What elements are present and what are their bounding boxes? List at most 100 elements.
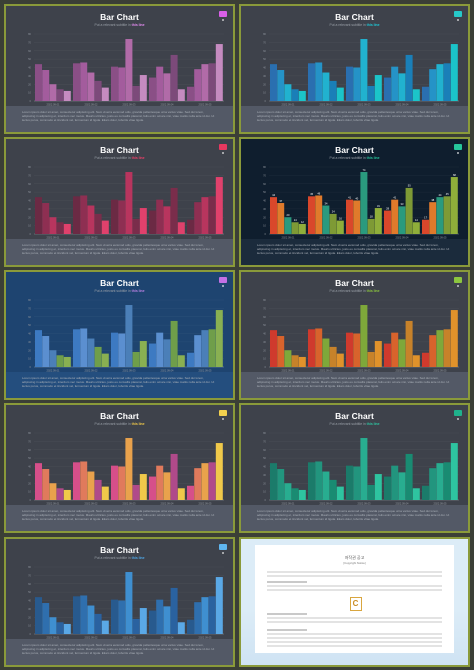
bar: [194, 202, 202, 234]
bar: [391, 332, 399, 367]
bar: [170, 320, 178, 367]
copyright-subtitle: [Copyright Notice]: [343, 561, 366, 565]
bar-chart-slide: Bar Chart Put a relevant subtitle in this…: [4, 137, 235, 267]
y-tick-label: 10: [263, 91, 266, 95]
bar: [346, 332, 353, 367]
y-tick-label: 20: [28, 82, 31, 86]
y-tick-label: 40: [28, 465, 31, 469]
footer-text: Lorem ipsum dolor sit amet, consectetur …: [22, 243, 215, 256]
bar: [450, 44, 458, 101]
bar: [322, 338, 330, 367]
bar: [329, 479, 337, 500]
bar: [87, 72, 95, 101]
bar: [149, 476, 156, 500]
bar: [422, 219, 429, 234]
bar: [187, 619, 194, 634]
y-tick-label: 70: [28, 40, 31, 44]
bar: [412, 222, 420, 234]
bar-data-label: 16: [339, 216, 342, 220]
y-tick-label: 0: [30, 99, 32, 103]
y-tick-label: 80: [28, 431, 31, 435]
bar: [391, 199, 399, 234]
x-tick-label: 2022.09.04: [396, 502, 410, 506]
y-tick-label: 30: [263, 74, 266, 78]
bar: [384, 210, 391, 234]
bar: [360, 305, 368, 367]
bar: [101, 220, 109, 234]
bar: [125, 438, 133, 500]
y-tick-label: 10: [263, 490, 266, 494]
x-tick-label: 2022.09.04: [396, 236, 410, 240]
bar: [208, 63, 216, 101]
bar: [284, 350, 292, 367]
bar-data-label: 68: [453, 173, 456, 177]
y-tick-label: 30: [28, 74, 31, 78]
x-tick-label: 2022.09.02: [320, 103, 334, 107]
x-tick-label: 2022.09.03: [123, 103, 137, 107]
x-tick-label: 2022.09.04: [161, 103, 175, 107]
x-tick-label: 2022.09.05: [434, 236, 448, 240]
bar: [42, 70, 50, 101]
x-tick-label: 2022.09.01: [282, 103, 296, 107]
bar: [118, 600, 126, 634]
bar: [194, 69, 202, 101]
bar: [49, 350, 57, 367]
bar: [56, 622, 64, 634]
bar-data-label: 20: [287, 213, 290, 217]
bar: [208, 196, 216, 234]
bar: [139, 474, 147, 500]
bar: [422, 86, 429, 101]
subtitle-accent: this line: [366, 422, 380, 426]
x-tick-label: 2022.09.03: [123, 502, 137, 506]
badge-dot-icon: [222, 552, 224, 554]
bar-chart-slide: Bar Chart Put a relevant subtitle in this…: [4, 4, 235, 134]
bar: [208, 462, 216, 500]
bar: [374, 208, 382, 234]
y-tick-label: 60: [263, 182, 266, 186]
bar: [374, 75, 382, 101]
bar: [156, 599, 164, 634]
y-tick-label: 20: [28, 481, 31, 485]
bar: [87, 471, 95, 500]
badge-dot-icon: [457, 152, 459, 154]
bar: [42, 469, 50, 500]
bar: [336, 486, 344, 500]
bar: [149, 610, 156, 634]
bar-data-label: 28: [386, 206, 389, 210]
bar: [422, 352, 429, 367]
bar: [443, 329, 451, 367]
bar: [80, 62, 88, 101]
x-tick-label: 2022.09.01: [282, 236, 296, 240]
slide-subtitle: Put a relevant subtitle in this line: [6, 23, 233, 27]
bar: [177, 622, 185, 634]
bar: [73, 596, 80, 634]
slide-title: Bar Chart: [100, 145, 139, 155]
bar-chart-slide: Bar Chart Put a relevant subtitle in this…: [239, 270, 470, 400]
bar: [398, 206, 406, 234]
bar: [177, 355, 185, 367]
y-tick-label: 10: [28, 357, 31, 361]
bar-chart: 0 10 20 30 40 50 60 70 80 2022.09.01 2022.09.02 202…: [263, 431, 459, 506]
y-tick-label: 40: [263, 465, 266, 469]
y-tick-label: 10: [28, 91, 31, 95]
copyright-title: 저작권 공고: [344, 555, 365, 560]
bar: [450, 443, 458, 500]
bar: [125, 39, 133, 101]
bar: [374, 474, 382, 500]
y-tick-label: 0: [30, 232, 32, 236]
bar: [170, 187, 178, 234]
bar: [194, 335, 202, 367]
bar: [360, 39, 368, 101]
x-tick-label: 2022.09.05: [434, 103, 448, 107]
bar: [384, 77, 391, 101]
x-tick-label: 2022.09.04: [161, 502, 175, 506]
y-tick-label: 50: [263, 456, 266, 460]
bar: [291, 355, 299, 367]
y-tick-label: 50: [28, 190, 31, 194]
x-tick-label: 2022.09.04: [396, 103, 410, 107]
bar: [63, 356, 71, 367]
bar: [87, 205, 95, 234]
bar: [56, 222, 64, 234]
badge-dot-icon: [222, 19, 224, 21]
bar: [429, 202, 437, 234]
